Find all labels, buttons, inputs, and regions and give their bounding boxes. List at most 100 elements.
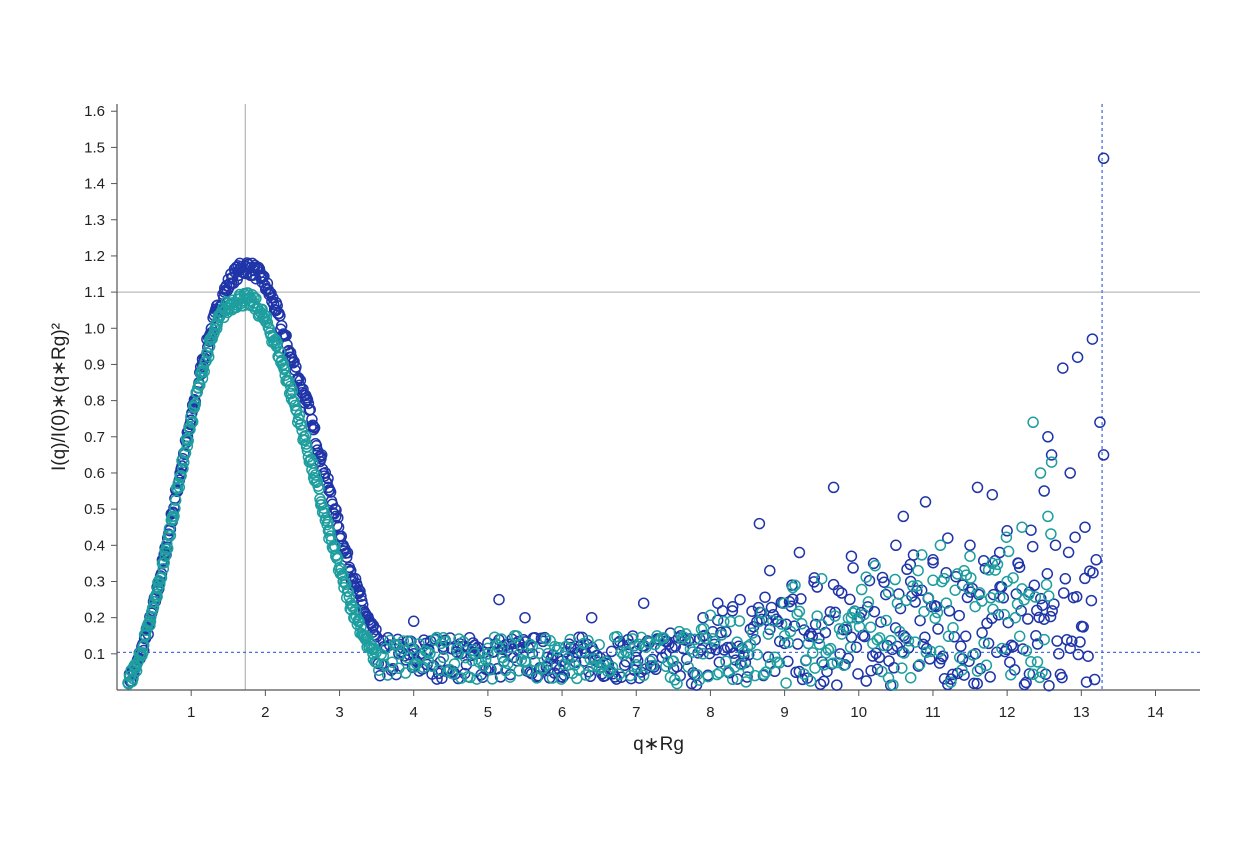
data-point-series-1	[726, 605, 739, 617]
data-point-series-1	[1059, 573, 1072, 585]
data-point-series-2	[452, 648, 464, 660]
data-point-series-2	[789, 579, 801, 591]
y-tick-label: 0.7	[84, 429, 105, 446]
data-point-series-1	[710, 644, 722, 656]
data-point-series-2	[729, 661, 741, 673]
axes	[116, 104, 1200, 691]
data-point-series-2	[740, 676, 752, 688]
y-tick-label: 0.1	[84, 646, 105, 663]
data-point-series-2	[733, 615, 746, 627]
data-point-series-1	[1043, 679, 1055, 692]
data-point-series-1	[863, 574, 876, 587]
data-point-series-2	[689, 633, 701, 646]
data-point-series-1	[1022, 613, 1034, 625]
data-point-series-2	[762, 628, 775, 640]
data-point-series-1	[878, 576, 890, 588]
data-point-series-2	[175, 469, 187, 482]
data-point-series-2	[1027, 416, 1039, 429]
data-point-series-2	[738, 646, 750, 659]
data-point-series-2	[402, 651, 414, 664]
data-point-series-1	[866, 650, 879, 662]
data-point-series-2	[711, 668, 723, 681]
data-point-series-1	[935, 653, 948, 665]
data-point-series-2	[876, 665, 888, 678]
data-point-series-2	[938, 572, 950, 585]
data-point-series-1	[845, 550, 858, 562]
data-point-series-2	[838, 659, 850, 672]
data-point-series-2	[811, 610, 823, 622]
data-point-series-2	[381, 669, 394, 681]
data-point-series-1	[1066, 635, 1078, 647]
data-point-series-1	[873, 651, 886, 664]
data-point-series-2	[1036, 666, 1048, 678]
data-point-series-2	[624, 669, 637, 682]
data-point-series-1	[1087, 566, 1099, 579]
x-tick-label: 12	[999, 704, 1016, 721]
data-point-series-2	[795, 618, 808, 630]
data-point-series-2	[1034, 467, 1047, 479]
data-point-series-1	[1064, 467, 1076, 479]
data-point-series-2	[791, 608, 803, 620]
data-point-series-2	[186, 417, 198, 429]
data-point-series-2	[1031, 656, 1044, 668]
data-point-series-1	[1001, 525, 1013, 537]
data-point-series-2	[956, 664, 968, 676]
data-point-series-2	[724, 615, 737, 628]
data-point-series-2	[593, 662, 605, 675]
data-point-series-1	[993, 546, 1006, 559]
data-point-series-2	[144, 619, 156, 631]
data-point-series-2	[936, 575, 948, 588]
data-point-series-1	[1031, 604, 1043, 617]
data-point-series-2	[289, 399, 301, 412]
data-point-series-2	[964, 550, 976, 562]
data-point-series-2	[537, 662, 550, 674]
data-point-series-1	[290, 361, 302, 373]
data-point-series-1	[759, 591, 771, 603]
data-point-series-2	[646, 659, 659, 672]
data-point-series-2	[778, 629, 791, 642]
data-point-series-1	[942, 532, 954, 544]
data-point-series-1	[764, 564, 776, 577]
data-point-series-2	[433, 664, 445, 676]
data-point-series-1	[270, 304, 283, 316]
data-point-series-2	[1009, 611, 1022, 624]
data-point-series-2	[873, 632, 886, 644]
data-point-series-1	[762, 651, 775, 663]
y-tick-label: 0.9	[84, 356, 105, 373]
data-point-series-1	[660, 648, 672, 660]
y-tick-label: 0.8	[84, 393, 105, 410]
data-point-series-1	[899, 631, 912, 644]
data-point-series-2	[531, 672, 543, 684]
data-point-series-1	[1038, 485, 1050, 497]
data-point-series-2	[704, 609, 717, 622]
data-point-series-1	[1018, 678, 1031, 691]
data-point-series-2	[186, 415, 199, 428]
data-point-series-2	[980, 659, 993, 672]
data-point-series-1	[876, 571, 889, 584]
data-point-series-1	[959, 630, 972, 643]
data-point-series-2	[741, 640, 754, 653]
data-point-series-2	[920, 646, 933, 659]
data-point-series-2	[916, 549, 928, 561]
data-point-series-2	[210, 322, 223, 335]
data-point-series-1	[322, 472, 334, 485]
data-point-series-2	[1016, 583, 1028, 595]
data-point-series-1	[1071, 351, 1084, 363]
y-tick-label: 1.1	[84, 284, 105, 301]
data-point-series-2	[166, 510, 179, 523]
data-point-series-1	[912, 660, 925, 672]
data-point-series-2	[439, 635, 452, 648]
data-point-series-2	[164, 529, 177, 542]
data-point-series-2	[691, 668, 703, 681]
data-point-series-1	[1038, 613, 1050, 625]
data-point-series-2	[191, 386, 203, 399]
data-point-series-1	[649, 663, 662, 676]
data-point-series-2	[284, 380, 297, 392]
data-point-series-1	[407, 615, 420, 628]
data-point-series-1	[519, 611, 531, 624]
data-point-series-1	[932, 623, 944, 635]
data-point-series-2	[622, 647, 634, 659]
data-point-series-2	[203, 340, 216, 353]
y-tick-label: 0.4	[84, 537, 105, 554]
